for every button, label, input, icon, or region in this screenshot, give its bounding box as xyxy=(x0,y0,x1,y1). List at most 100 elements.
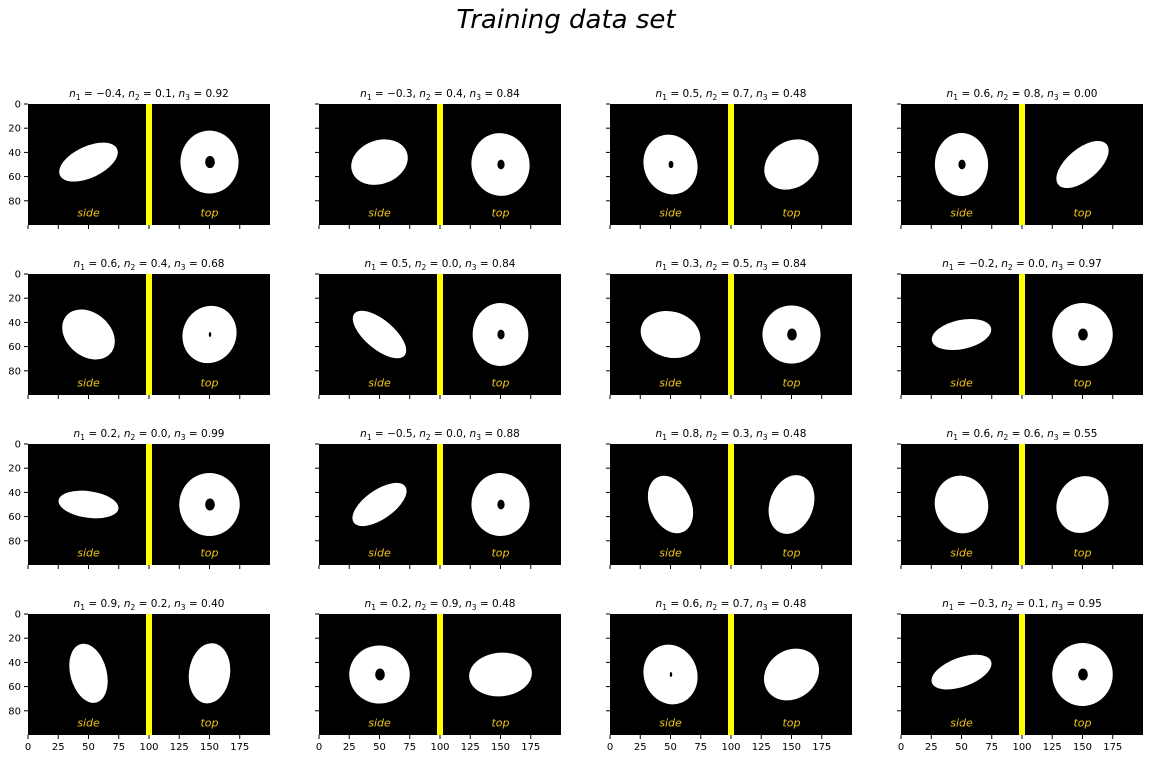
y-tick-label: 20 xyxy=(8,634,21,645)
side-view-shape xyxy=(59,142,118,182)
x-tick-label: 175 xyxy=(812,742,831,753)
top-label: top xyxy=(491,207,509,220)
side-label: side xyxy=(77,207,100,220)
divider-bar xyxy=(728,614,734,735)
y-tick-label: 80 xyxy=(8,196,21,207)
x-tick-label: 150 xyxy=(200,742,219,753)
top-label: top xyxy=(1073,207,1091,220)
y-tick-label: 0 xyxy=(15,610,21,621)
panel: n1 = 0.2, n2 = 0.9, n3 = 0.48 side top 0 25 5… xyxy=(315,598,561,753)
panel: n1 = 0.8, n2 = 0.3, n3 = 0.48 side top xyxy=(606,428,852,569)
top-label: top xyxy=(491,547,509,560)
divider-bar xyxy=(1019,104,1025,225)
top-view-shape xyxy=(763,648,820,701)
x-tick-label: 125 xyxy=(1043,742,1062,753)
y-tick-label: 60 xyxy=(8,172,21,183)
x-tick-label: 100 xyxy=(721,742,740,753)
top-label: top xyxy=(782,717,800,730)
y-tick-label: 60 xyxy=(8,342,21,353)
top-view-shape xyxy=(1056,140,1109,189)
y-tick-label: 0 xyxy=(15,100,21,111)
side-view-shape xyxy=(934,475,989,534)
side-view-shape-hole xyxy=(958,159,966,170)
x-tick-label: 0 xyxy=(316,742,322,753)
top-view-shape xyxy=(469,652,532,697)
x-tick-label: 50 xyxy=(373,742,386,753)
side-view-shape xyxy=(69,643,108,703)
panel-title: n1 = 0.5, n2 = 0.7, n3 = 0.48 xyxy=(656,88,807,102)
panel: n1 = 0.6, n2 = 0.6, n3 = 0.55 side top xyxy=(897,428,1143,569)
panel: n1 = 0.6, n2 = 0.7, n3 = 0.48 side top 0 25 5… xyxy=(606,598,852,753)
divider-bar xyxy=(728,104,734,225)
x-tick-label: 150 xyxy=(491,742,510,753)
x-tick-label: 125 xyxy=(752,742,771,753)
side-label: side xyxy=(659,377,682,390)
panel-title: n1 = −0.4, n2 = 0.1, n3 = 0.92 xyxy=(69,88,229,102)
divider-bar xyxy=(437,614,443,735)
x-tick-label: 0 xyxy=(898,742,904,753)
figure-title: Training data set xyxy=(456,5,676,35)
panel: n1 = −0.5, n2 = 0.0, n3 = 0.88 side top xyxy=(315,428,561,569)
top-view-shape-hole xyxy=(497,159,505,170)
side-view-shape xyxy=(351,139,408,185)
panel: n1 = 0.6, n2 = 0.8, n3 = 0.00 side top xyxy=(897,88,1143,229)
y-tick-label: 40 xyxy=(8,148,21,159)
x-tick-label: 100 xyxy=(430,742,449,753)
top-label: top xyxy=(1073,547,1091,560)
divider-bar xyxy=(1019,614,1025,735)
top-view-shape xyxy=(1056,476,1109,533)
y-tick-label: 60 xyxy=(8,512,21,523)
side-label: side xyxy=(368,547,391,560)
top-label: top xyxy=(200,547,218,560)
divider-bar xyxy=(146,614,152,735)
x-tick-label: 25 xyxy=(634,742,647,753)
top-view-shape-hole xyxy=(1078,668,1088,681)
top-label: top xyxy=(491,717,509,730)
panel: n1 = 0.6, n2 = 0.4, n3 = 0.68 side top 0 20 4… xyxy=(8,258,270,399)
panel-title: n1 = 0.5, n2 = 0.0, n3 = 0.84 xyxy=(365,258,516,272)
top-label: top xyxy=(782,207,800,220)
top-view-shape-hole xyxy=(497,329,505,340)
side-view-shape xyxy=(62,309,115,360)
side-view-shape xyxy=(58,490,119,519)
y-tick-label: 40 xyxy=(8,318,21,329)
divider-bar xyxy=(146,104,152,225)
side-label: side xyxy=(950,547,973,560)
x-tick-label: 175 xyxy=(521,742,540,753)
y-tick-label: 20 xyxy=(8,464,21,475)
y-tick-label: 80 xyxy=(8,366,21,377)
top-label: top xyxy=(200,717,218,730)
x-tick-label: 50 xyxy=(664,742,677,753)
x-tick-label: 50 xyxy=(955,742,968,753)
top-view-shape-hole xyxy=(205,498,215,511)
side-label: side xyxy=(368,377,391,390)
panel-title: n1 = 0.2, n2 = 0.9, n3 = 0.48 xyxy=(365,598,516,612)
divider-bar xyxy=(437,104,443,225)
y-tick-label: 40 xyxy=(8,658,21,669)
x-tick-label: 175 xyxy=(1103,742,1122,753)
panel-title: n1 = −0.3, n2 = 0.4, n3 = 0.84 xyxy=(360,88,520,102)
panel-title: n1 = 0.3, n2 = 0.5, n3 = 0.84 xyxy=(656,258,807,272)
x-tick-label: 75 xyxy=(403,742,416,753)
panel-grid: n1 = −0.4, n2 = 0.1, n3 = 0.92 side top 0 20… xyxy=(8,88,1143,753)
side-view-shape-hole xyxy=(668,160,674,169)
y-tick-label: 20 xyxy=(8,124,21,135)
x-tick-label: 175 xyxy=(230,742,249,753)
panel-title: n1 = −0.3, n2 = 0.1, n3 = 0.95 xyxy=(942,598,1102,612)
panel: n1 = −0.3, n2 = 0.1, n3 = 0.95 side top 0 25… xyxy=(897,598,1143,753)
divider-bar xyxy=(146,444,152,565)
top-view-shape-hole xyxy=(205,156,215,169)
divider-bar xyxy=(728,444,734,565)
y-tick-label: 20 xyxy=(8,294,21,305)
panel-title: n1 = 0.6, n2 = 0.6, n3 = 0.55 xyxy=(947,428,1098,442)
side-label: side xyxy=(77,377,100,390)
divider-bar xyxy=(1019,444,1025,565)
panel: n1 = 0.5, n2 = 0.7, n3 = 0.48 side top xyxy=(606,88,852,229)
x-tick-label: 125 xyxy=(461,742,480,753)
side-view-shape xyxy=(931,318,992,351)
top-label: top xyxy=(782,377,800,390)
panel: n1 = 0.9, n2 = 0.2, n3 = 0.40 side top 0 25 5… xyxy=(8,598,270,753)
top-view-shape-hole xyxy=(497,499,505,510)
side-label: side xyxy=(659,207,682,220)
